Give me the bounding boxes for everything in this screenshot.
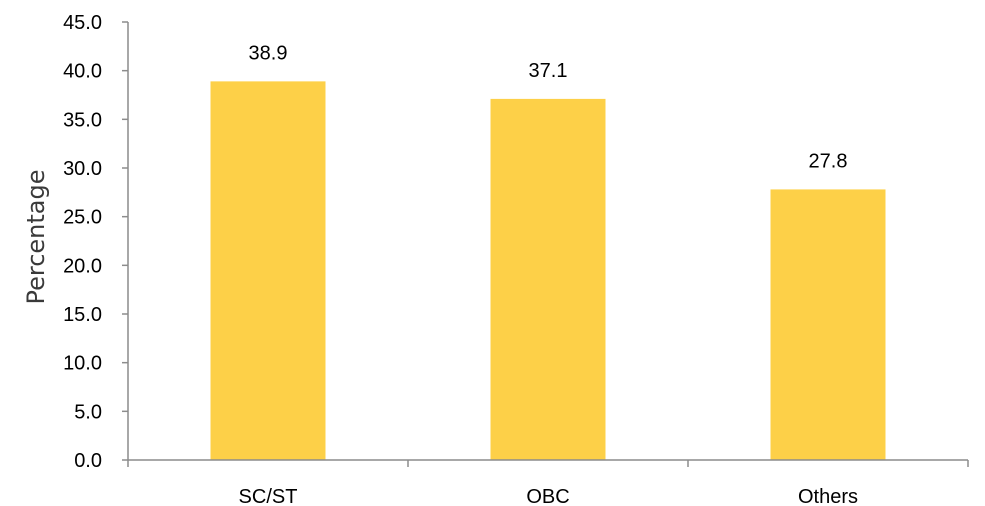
y-tick-label: 0.0	[74, 450, 102, 472]
y-tick-label: 35.0	[63, 109, 102, 131]
y-tick-label: 10.0	[63, 353, 102, 375]
x-category-label: OBC	[526, 486, 569, 506]
y-tick-label: 40.0	[63, 61, 102, 83]
data-label: 37.1	[529, 60, 568, 82]
y-tick-label: 45.0	[63, 12, 102, 34]
y-tick-label: 30.0	[63, 158, 102, 180]
x-category-label: SC/ST	[239, 486, 298, 506]
x-category-label: Others	[798, 486, 858, 506]
bar	[770, 189, 886, 460]
data-label: 27.8	[809, 150, 848, 172]
y-tick-label: 15.0	[63, 304, 102, 326]
y-axis-title: Percentage	[22, 169, 50, 304]
bars: 38.9 37.1 27.8	[210, 42, 886, 460]
bar	[210, 81, 326, 460]
bar	[490, 98, 606, 460]
y-tick-label: 25.0	[63, 207, 102, 229]
y-tick-label: 5.0	[74, 401, 102, 423]
data-label: 38.9	[249, 42, 288, 64]
y-axis: 0.0 5.0 10.0 15.0 20.0 25.0 30.0 35.0 40.0 45.0	[63, 12, 129, 472]
y-tick-label: 20.0	[63, 255, 102, 277]
x-axis: SC/ST OBC Others	[127, 459, 969, 506]
